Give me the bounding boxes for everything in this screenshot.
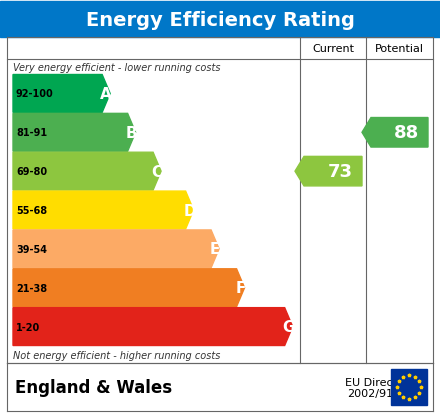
Polygon shape [362, 118, 428, 148]
Text: 69-80: 69-80 [16, 167, 47, 177]
Polygon shape [295, 157, 362, 186]
Text: 73: 73 [328, 163, 353, 181]
Text: F: F [235, 280, 246, 295]
Text: 92-100: 92-100 [16, 89, 54, 99]
Text: 55-68: 55-68 [16, 206, 47, 216]
Text: EU Directive: EU Directive [345, 377, 414, 387]
Text: 21-38: 21-38 [16, 283, 47, 293]
Polygon shape [13, 75, 110, 113]
Polygon shape [13, 269, 245, 307]
Polygon shape [13, 153, 161, 191]
Bar [0, 363, 440, 411]
Text: B: B [126, 126, 137, 140]
Text: 81-91: 81-91 [16, 128, 47, 138]
Polygon shape [13, 114, 136, 152]
Text: 2002/91/EC: 2002/91/EC [347, 388, 412, 398]
Text: Not energy efficient - higher running costs: Not energy efficient - higher running co… [13, 350, 220, 360]
Text: 39-54: 39-54 [16, 244, 47, 254]
Text: Energy Efficiency Rating: Energy Efficiency Rating [85, 10, 355, 29]
Text: Current: Current [312, 44, 354, 54]
Text: E: E [210, 242, 220, 257]
Text: 1-20: 1-20 [16, 322, 40, 332]
Polygon shape [13, 308, 293, 346]
Text: Very energy efficient - lower running costs: Very energy efficient - lower running co… [13, 63, 220, 73]
Polygon shape [13, 192, 194, 229]
Polygon shape [13, 230, 219, 268]
Text: D: D [183, 203, 196, 218]
Bar [0, 2, 440, 38]
Text: A: A [100, 87, 112, 102]
Text: C: C [151, 164, 163, 179]
Text: England & Wales: England & Wales [15, 378, 172, 396]
Bar [391, 369, 427, 405]
Text: 88: 88 [394, 124, 419, 142]
Text: Potential: Potential [375, 44, 424, 54]
Text: G: G [282, 319, 295, 334]
